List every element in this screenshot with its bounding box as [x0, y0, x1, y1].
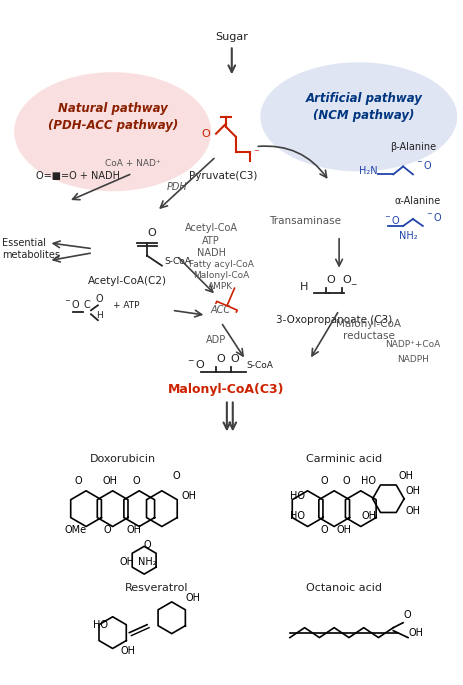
Text: OH: OH [405, 506, 420, 516]
Text: HO: HO [290, 490, 305, 501]
Text: O: O [132, 476, 140, 486]
Text: O: O [231, 354, 239, 364]
Text: H₂N: H₂N [359, 166, 378, 177]
Text: $^-$O: $^-$O [383, 214, 401, 226]
Text: β-Alanine: β-Alanine [390, 142, 436, 151]
Text: C: C [83, 300, 90, 310]
Text: Acetyl-CoA
ATP
NADH: Acetyl-CoA ATP NADH [185, 223, 238, 258]
Ellipse shape [14, 72, 211, 191]
Text: OH: OH [398, 471, 413, 481]
Text: O: O [96, 295, 104, 304]
Text: OH: OH [361, 510, 376, 521]
Text: α-Alanine: α-Alanine [395, 196, 441, 206]
Text: ACC: ACC [211, 306, 231, 315]
Text: O: O [75, 476, 82, 486]
Text: OH: OH [127, 525, 142, 536]
Text: OH: OH [186, 593, 200, 603]
Text: Essential
metabolites: Essential metabolites [2, 238, 60, 260]
Text: OMe: OMe [64, 525, 86, 536]
Text: O: O [320, 525, 328, 536]
Text: NH₂: NH₂ [399, 231, 417, 241]
Text: $^-$O: $^-$O [63, 298, 81, 310]
Text: $^-$O: $^-$O [425, 211, 443, 223]
Text: Resveratrol: Resveratrol [125, 583, 189, 593]
Text: Carminic acid: Carminic acid [306, 454, 382, 464]
Text: Malonyl-CoA(C3): Malonyl-CoA(C3) [168, 383, 284, 396]
Text: Sugar: Sugar [215, 32, 248, 42]
Text: HO: HO [361, 476, 376, 486]
Text: O: O [403, 610, 411, 620]
Text: + ATP: + ATP [113, 301, 139, 310]
Text: CoA + NAD⁺: CoA + NAD⁺ [105, 159, 160, 168]
Text: NADPH: NADPH [397, 356, 429, 364]
Text: Pyruvate(C3): Pyruvate(C3) [189, 171, 257, 182]
Text: NADP⁺+CoA: NADP⁺+CoA [385, 340, 441, 349]
Text: OH: OH [182, 490, 197, 501]
Text: HO: HO [93, 620, 108, 630]
Text: Octanoic acid: Octanoic acid [306, 583, 382, 593]
Text: H: H [300, 282, 308, 292]
Text: O: O [216, 354, 225, 364]
Text: OH: OH [408, 627, 423, 638]
Text: S-CoA: S-CoA [165, 257, 192, 266]
Text: Artificial pathway
(NCM pathway): Artificial pathway (NCM pathway) [305, 92, 422, 122]
Text: Acetyl-CoA(C2): Acetyl-CoA(C2) [88, 275, 167, 286]
Text: NH₂: NH₂ [138, 557, 156, 567]
Text: Natural pathway
(PDH-ACC pathway): Natural pathway (PDH-ACC pathway) [48, 102, 178, 132]
Text: S-CoA: S-CoA [247, 361, 274, 370]
Text: PDH: PDH [166, 182, 187, 192]
Text: $^-$: $^-$ [252, 149, 261, 158]
Text: O: O [342, 476, 350, 486]
Text: OH: OH [120, 647, 136, 656]
Text: O: O [173, 471, 181, 481]
Text: OH: OH [102, 476, 117, 486]
Text: O: O [143, 540, 151, 550]
Text: OH: OH [120, 557, 135, 567]
Text: O: O [148, 228, 156, 238]
Text: $^-$O: $^-$O [187, 358, 206, 370]
Text: OH: OH [405, 486, 420, 496]
Text: HO: HO [290, 510, 305, 521]
Text: Transaminase: Transaminase [269, 216, 341, 226]
Text: Fatty acyl-CoA
Malonyl-CoA
AMPK: Fatty acyl-CoA Malonyl-CoA AMPK [188, 260, 253, 291]
Text: H: H [96, 311, 103, 320]
Ellipse shape [260, 62, 457, 171]
Text: Malonyl-CoA
reductase: Malonyl-CoA reductase [336, 319, 401, 341]
Text: OH: OH [337, 525, 351, 536]
Text: 3-Oxopropanoate (C3): 3-Oxopropanoate (C3) [276, 315, 392, 325]
Text: ADP: ADP [206, 335, 226, 345]
Text: O: O [104, 525, 112, 536]
Text: O: O [202, 129, 211, 138]
Text: O: O [342, 275, 351, 286]
Text: O: O [326, 275, 335, 286]
Text: $^-$O: $^-$O [415, 160, 433, 171]
Text: Doxorubicin: Doxorubicin [89, 454, 156, 464]
Text: $^-$: $^-$ [349, 282, 358, 292]
Text: O=■=O + NADH: O=■=O + NADH [36, 171, 120, 182]
Text: O: O [320, 476, 328, 486]
